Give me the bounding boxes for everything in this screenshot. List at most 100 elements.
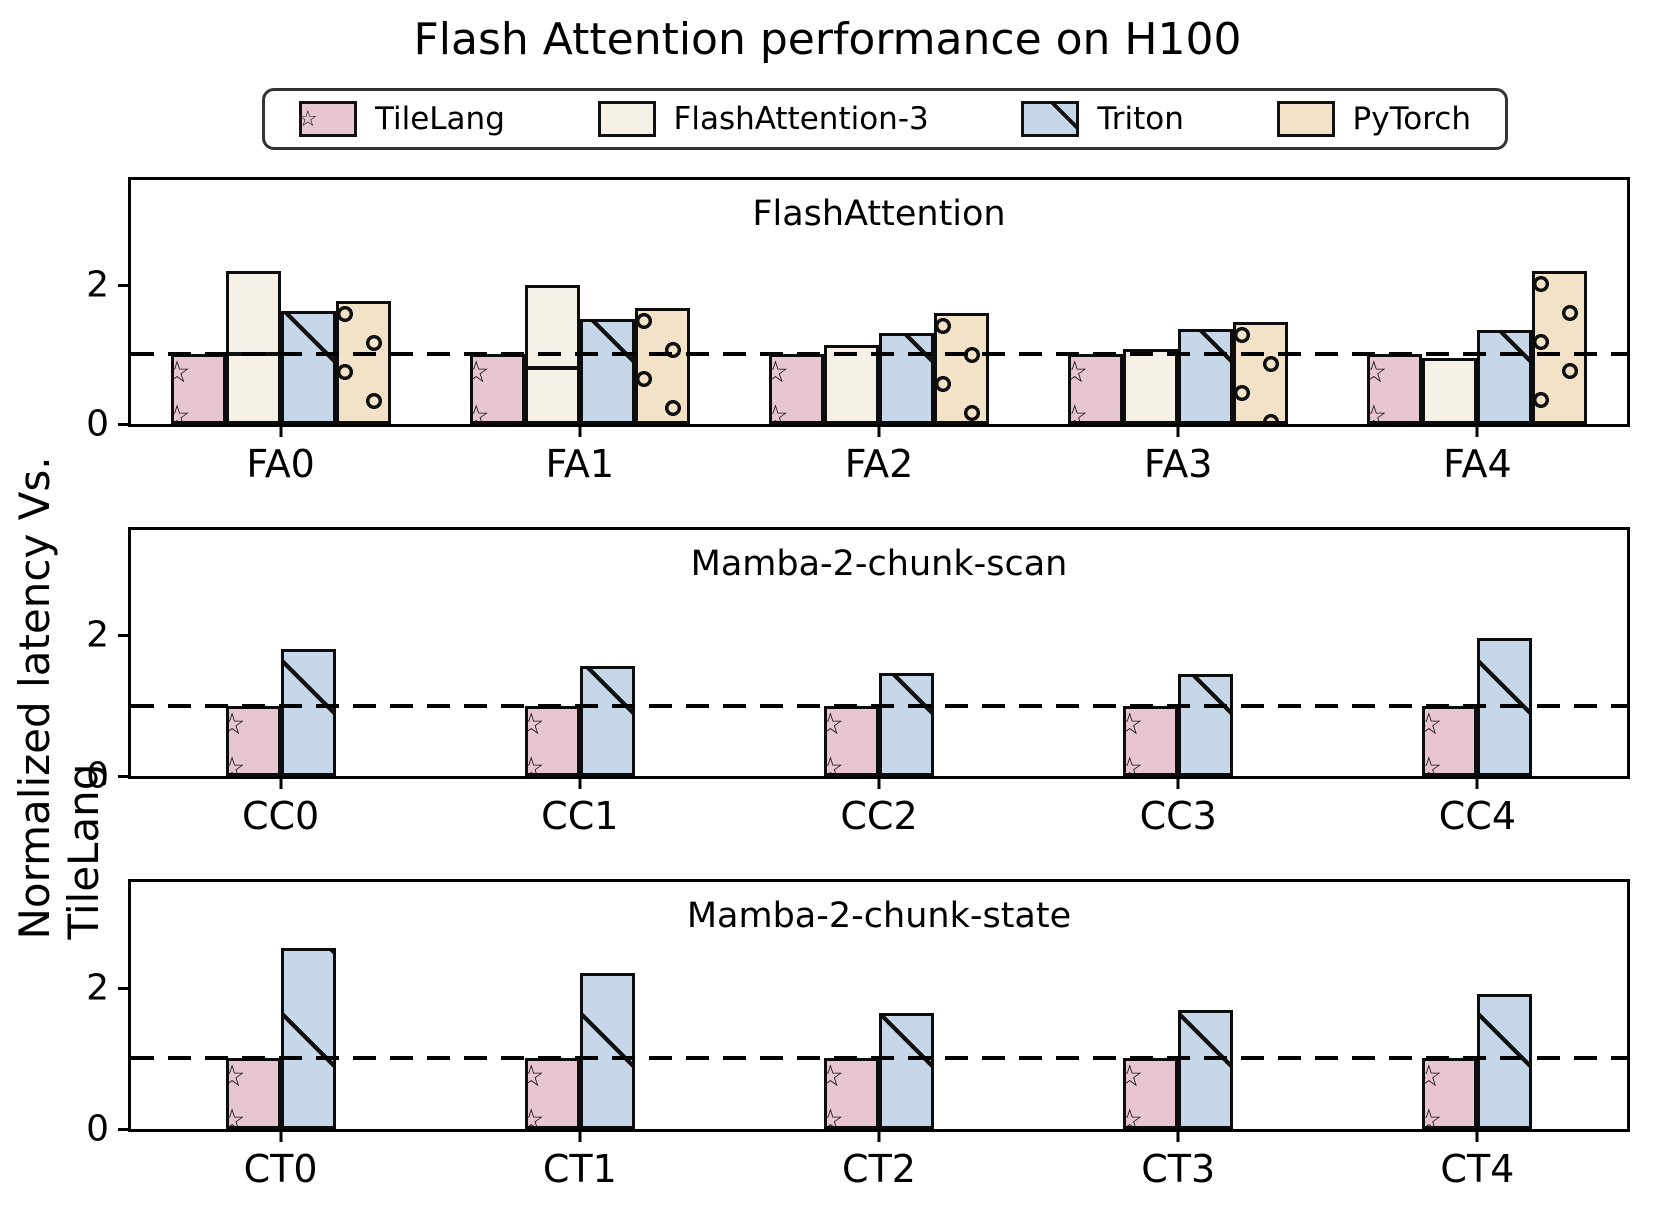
bar-triton-ct1 <box>579 973 635 1129</box>
reference-line-1x <box>131 1056 1627 1061</box>
x-tick-mark <box>1475 1129 1479 1142</box>
x-tick-label-cc4: CC4 <box>1438 794 1517 838</box>
bar-tilelang-ct1: ☆ ☆ ☆ ☆ ☆ ☆ ☆ ☆ ☆ ☆ ☆ ☆ ☆ ☆ ☆ ☆ ☆ ☆ ☆ ☆ … <box>524 1058 580 1129</box>
x-tick-mark <box>578 1129 582 1142</box>
bar-triton-fa2 <box>879 333 934 424</box>
bar-flashattention-3-fa2 <box>824 345 879 424</box>
x-tick-mark <box>1176 1129 1180 1142</box>
star-hatch-icon: ☆ ☆ <box>299 107 322 132</box>
bar-flashattention-3-fa4 <box>1422 358 1478 424</box>
star-hatch-icon: ☆ ☆ ☆ ☆ ☆ ☆ ☆ ☆ ☆ ☆ ☆ ☆ ☆ ☆ ☆ ☆ ☆ ☆ ☆ ☆ … <box>174 357 223 421</box>
x-tick-mark <box>578 424 582 437</box>
x-tick-mark <box>279 1129 283 1142</box>
y-tick-mark <box>118 986 131 990</box>
legend-label: PyTorch <box>1352 101 1471 137</box>
bar-triton-cc0 <box>280 649 336 776</box>
plot-area: ☆ ☆ ☆ ☆ ☆ ☆ ☆ ☆ ☆ ☆ ☆ ☆ ☆ ☆ ☆ ☆ ☆ ☆ ☆ ☆ … <box>131 530 1627 776</box>
y-tick-mark <box>118 634 131 638</box>
bar-tilelang-cc1: ☆ ☆ ☆ ☆ ☆ ☆ ☆ ☆ ☆ ☆ ☆ ☆ ☆ ☆ ☆ ☆ ☆ ☆ ☆ ☆ … <box>524 706 580 776</box>
y-tick-mark <box>118 423 131 426</box>
bar-triton-fa1 <box>579 319 635 424</box>
bar-tilelang-fa4: ☆ ☆ ☆ ☆ ☆ ☆ ☆ ☆ ☆ ☆ ☆ ☆ ☆ ☆ ☆ ☆ ☆ ☆ ☆ ☆ … <box>1367 354 1423 424</box>
pytorch-swatch-icon <box>1276 101 1335 137</box>
legend-item-triton: Triton <box>1021 101 1184 137</box>
bar-triton-cc1 <box>579 666 635 776</box>
x-tick-label-fa4: FA4 <box>1443 442 1512 486</box>
bar-flashattention-3-fa3 <box>1123 349 1179 424</box>
x-tick-mark <box>1475 424 1479 437</box>
x-tick-label-ct3: CT3 <box>1141 1147 1216 1191</box>
bar-tilelang-fa0: ☆ ☆ ☆ ☆ ☆ ☆ ☆ ☆ ☆ ☆ ☆ ☆ ☆ ☆ ☆ ☆ ☆ ☆ ☆ ☆ … <box>170 354 226 424</box>
bar-pytorch-fa1 <box>634 308 690 424</box>
x-tick-mark <box>1176 776 1180 789</box>
tilelang-swatch-icon: ☆ ☆ <box>299 101 357 137</box>
legend-label: Triton <box>1097 101 1184 137</box>
x-tick-label-fa3: FA3 <box>1143 442 1213 486</box>
x-tick-label-ct0: CT0 <box>243 1147 318 1191</box>
x-tick-label-fa0: FA0 <box>246 442 315 486</box>
bar-triton-cc3 <box>1178 674 1234 776</box>
x-tick-mark <box>877 1129 881 1142</box>
star-hatch-icon: ☆ ☆ ☆ ☆ ☆ ☆ ☆ ☆ ☆ ☆ ☆ ☆ ☆ ☆ ☆ ☆ ☆ ☆ ☆ ☆ … <box>1071 357 1120 421</box>
star-hatch-icon: ☆ ☆ ☆ ☆ ☆ ☆ ☆ ☆ ☆ ☆ ☆ ☆ ☆ ☆ ☆ ☆ ☆ ☆ ☆ ☆ … <box>1370 357 1419 421</box>
bar-tilelang-cc0: ☆ ☆ ☆ ☆ ☆ ☆ ☆ ☆ ☆ ☆ ☆ ☆ ☆ ☆ ☆ ☆ ☆ ☆ ☆ ☆ … <box>225 706 281 776</box>
star-hatch-icon: ☆ ☆ ☆ ☆ ☆ ☆ ☆ ☆ ☆ ☆ ☆ ☆ ☆ ☆ ☆ ☆ ☆ ☆ ☆ ☆ … <box>827 709 876 773</box>
panel-mamba-2-chunk-scan: Mamba-2-chunk-scan ☆ ☆ ☆ ☆ ☆ ☆ ☆ ☆ ☆ ☆ ☆… <box>86 527 1630 838</box>
star-hatch-icon: ☆ ☆ ☆ ☆ ☆ ☆ ☆ ☆ ☆ ☆ ☆ ☆ ☆ ☆ ☆ ☆ ☆ ☆ ☆ ☆ … <box>1126 709 1175 773</box>
triton-swatch-icon <box>1021 101 1080 137</box>
star-hatch-icon: ☆ ☆ ☆ ☆ ☆ ☆ ☆ ☆ ☆ ☆ ☆ ☆ ☆ ☆ ☆ ☆ ☆ ☆ ☆ ☆ … <box>772 357 821 421</box>
y-tick-label-2: 2 <box>86 967 109 1009</box>
legend: ☆ ☆ TileLang FlashAttention-3 Triton PyTorch <box>262 88 1508 150</box>
bar-triton-ct4 <box>1477 994 1533 1129</box>
bar-tilelang-ct2: ☆ ☆ ☆ ☆ ☆ ☆ ☆ ☆ ☆ ☆ ☆ ☆ ☆ ☆ ☆ ☆ ☆ ☆ ☆ ☆ … <box>824 1058 879 1129</box>
x-tick-label-fa1: FA1 <box>545 442 615 486</box>
bar-pytorch-fa0 <box>335 301 391 424</box>
bar-tilelang-cc3: ☆ ☆ ☆ ☆ ☆ ☆ ☆ ☆ ☆ ☆ ☆ ☆ ☆ ☆ ☆ ☆ ☆ ☆ ☆ ☆ … <box>1123 706 1179 776</box>
bar-triton-ct2 <box>879 1013 934 1129</box>
x-tick-label-cc3: CC3 <box>1139 794 1217 838</box>
x-tick-mark <box>877 424 881 437</box>
x-tick-label-ct2: CT2 <box>842 1147 916 1191</box>
plot-area: ☆ ☆ ☆ ☆ ☆ ☆ ☆ ☆ ☆ ☆ ☆ ☆ ☆ ☆ ☆ ☆ ☆ ☆ ☆ ☆ … <box>131 180 1627 424</box>
bar-triton-fa4 <box>1477 330 1533 424</box>
star-hatch-icon: ☆ ☆ ☆ ☆ ☆ ☆ ☆ ☆ ☆ ☆ ☆ ☆ ☆ ☆ ☆ ☆ ☆ ☆ ☆ ☆ … <box>528 709 577 773</box>
x-tick-mark <box>279 424 283 437</box>
x-tick-label-cc2: CC2 <box>840 794 918 838</box>
legend-label: TileLang <box>375 101 505 137</box>
bar-pytorch-fa3 <box>1233 322 1289 424</box>
star-hatch-icon: ☆ ☆ ☆ ☆ ☆ ☆ ☆ ☆ ☆ ☆ ☆ ☆ ☆ ☆ ☆ ☆ ☆ ☆ ☆ ☆ … <box>827 1061 876 1126</box>
bar-tilelang-ct3: ☆ ☆ ☆ ☆ ☆ ☆ ☆ ☆ ☆ ☆ ☆ ☆ ☆ ☆ ☆ ☆ ☆ ☆ ☆ ☆ … <box>1123 1058 1179 1129</box>
star-hatch-icon: ☆ ☆ ☆ ☆ ☆ ☆ ☆ ☆ ☆ ☆ ☆ ☆ ☆ ☆ ☆ ☆ ☆ ☆ ☆ ☆ … <box>229 1061 278 1126</box>
bar-pytorch-fa2 <box>934 313 989 424</box>
bar-tilelang-fa3: ☆ ☆ ☆ ☆ ☆ ☆ ☆ ☆ ☆ ☆ ☆ ☆ ☆ ☆ ☆ ☆ ☆ ☆ ☆ ☆ … <box>1068 354 1124 424</box>
x-tick-label-ct4: CT4 <box>1440 1147 1515 1191</box>
legend-item-flashattention-3: FlashAttention-3 <box>597 101 929 137</box>
plot-area: ☆ ☆ ☆ ☆ ☆ ☆ ☆ ☆ ☆ ☆ ☆ ☆ ☆ ☆ ☆ ☆ ☆ ☆ ☆ ☆ … <box>131 882 1627 1129</box>
y-tick-mark <box>118 283 131 287</box>
bar-tilelang-cc2: ☆ ☆ ☆ ☆ ☆ ☆ ☆ ☆ ☆ ☆ ☆ ☆ ☆ ☆ ☆ ☆ ☆ ☆ ☆ ☆ … <box>824 706 879 776</box>
bar-triton-ct0 <box>280 948 336 1129</box>
bar-flashattention-3-fa0 <box>225 271 281 424</box>
bar-tilelang-ct4: ☆ ☆ ☆ ☆ ☆ ☆ ☆ ☆ ☆ ☆ ☆ ☆ ☆ ☆ ☆ ☆ ☆ ☆ ☆ ☆ … <box>1422 1058 1478 1129</box>
x-tick-label-cc0: CC0 <box>241 794 320 838</box>
bar-triton-cc2 <box>879 673 934 776</box>
bar-pytorch-fa4 <box>1532 271 1588 424</box>
star-hatch-icon: ☆ ☆ ☆ ☆ ☆ ☆ ☆ ☆ ☆ ☆ ☆ ☆ ☆ ☆ ☆ ☆ ☆ ☆ ☆ ☆ … <box>229 709 278 773</box>
x-tick-label-cc1: CC1 <box>541 794 619 838</box>
star-hatch-icon: ☆ ☆ ☆ ☆ ☆ ☆ ☆ ☆ ☆ ☆ ☆ ☆ ☆ ☆ ☆ ☆ ☆ ☆ ☆ ☆ … <box>1425 709 1474 773</box>
panel-mamba-2-chunk-state: Mamba-2-chunk-state ☆ ☆ ☆ ☆ ☆ ☆ ☆ ☆ ☆ ☆ … <box>86 879 1630 1191</box>
x-tick-label-fa2: FA2 <box>844 442 914 486</box>
x-tick-mark <box>1176 424 1180 437</box>
y-tick-mark <box>118 775 131 778</box>
star-hatch-icon: ☆ ☆ ☆ ☆ ☆ ☆ ☆ ☆ ☆ ☆ ☆ ☆ ☆ ☆ ☆ ☆ ☆ ☆ ☆ ☆ … <box>1425 1061 1474 1126</box>
legend-item-tilelang: ☆ ☆ TileLang <box>299 101 505 137</box>
x-tick-mark <box>578 776 582 789</box>
reference-line-1x <box>131 703 1627 708</box>
flashattention-3-swatch-icon <box>597 101 656 137</box>
panel-flashattention: FlashAttention ☆ ☆ ☆ ☆ ☆ ☆ ☆ ☆ ☆ ☆ ☆ ☆ ☆… <box>86 177 1630 486</box>
figure-title: Flash Attention performance on H100 <box>413 14 1242 65</box>
bar-tilelang-ct0: ☆ ☆ ☆ ☆ ☆ ☆ ☆ ☆ ☆ ☆ ☆ ☆ ☆ ☆ ☆ ☆ ☆ ☆ ☆ ☆ … <box>225 1058 281 1129</box>
x-tick-mark <box>877 776 881 789</box>
bar-tilelang-fa2: ☆ ☆ ☆ ☆ ☆ ☆ ☆ ☆ ☆ ☆ ☆ ☆ ☆ ☆ ☆ ☆ ☆ ☆ ☆ ☆ … <box>769 354 824 424</box>
y-tick-label-0: 0 <box>86 755 109 797</box>
